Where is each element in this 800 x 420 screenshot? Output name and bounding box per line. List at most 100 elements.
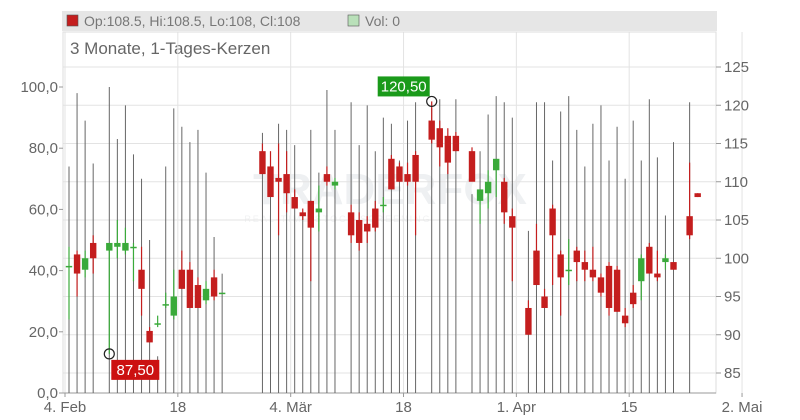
candle-body-down	[509, 216, 516, 228]
candle-body-down	[275, 177, 282, 182]
date-tick-label: 18	[169, 399, 186, 416]
candle-body-up	[218, 292, 226, 295]
candle-body-down	[533, 250, 540, 286]
price-tick-label: 105	[724, 212, 749, 229]
candle-body-down	[549, 208, 556, 236]
candle-body-up	[106, 242, 113, 251]
candle-body-down	[388, 158, 395, 190]
candle-body-down	[646, 246, 653, 274]
candle-body-up	[122, 242, 129, 251]
candle-body-down	[686, 216, 693, 236]
volume-tick-label: 40,0	[29, 263, 58, 280]
candle-body-down	[605, 265, 613, 308]
date-tick-label: 4. Feb	[44, 399, 87, 416]
low-label: 87,50	[117, 362, 155, 379]
candle-body-up	[81, 258, 89, 270]
candle-body-down	[89, 242, 97, 259]
price-tick-label: 115	[724, 136, 748, 153]
annotations: 120,50 87,50	[103, 76, 438, 380]
candle-body-up	[65, 265, 73, 268]
candle-body-down	[589, 269, 597, 278]
candle-body-up	[170, 296, 177, 316]
candle-body-up	[492, 158, 500, 171]
candle-body-up	[484, 181, 492, 194]
candle-body-up	[162, 304, 169, 306]
candle-body-down	[654, 273, 661, 278]
candle-body-down	[372, 208, 379, 228]
candle-body-down	[613, 269, 621, 312]
low-marker	[103, 348, 115, 360]
price-tick-label: 85	[724, 365, 741, 382]
candle-body-down	[541, 296, 548, 308]
candle-body-down	[412, 154, 419, 182]
candle-body-down	[694, 193, 701, 198]
candle-body-down	[573, 250, 580, 263]
candle-body-down	[307, 200, 314, 228]
candle-body-down	[291, 197, 298, 209]
candle-body-up	[476, 189, 484, 201]
volume-tick-label: 100,0	[20, 79, 58, 96]
candle-body-down	[347, 212, 355, 236]
candle-body-down	[428, 120, 435, 140]
legend-bar	[62, 11, 717, 31]
volume-tick-label: 20,0	[29, 324, 58, 341]
candle-body-down	[630, 292, 637, 305]
candle-body-down	[501, 181, 508, 213]
candle-body-up	[202, 288, 210, 301]
candle-body-down	[436, 128, 443, 148]
ohlc-legend-swatch	[66, 14, 79, 27]
date-tick-label: 15	[621, 399, 638, 416]
candle-body-down	[146, 330, 153, 343]
candle-body-down	[468, 151, 476, 182]
candle-body-up	[154, 323, 161, 325]
price-tick-label: 90	[724, 327, 741, 344]
candle-body-down	[194, 285, 202, 308]
price-tick-label: 100	[724, 250, 749, 267]
volume-tick-label: 60,0	[29, 201, 58, 218]
price-tick-label: 125	[724, 59, 749, 76]
high-label: 120,50	[381, 78, 427, 95]
candles	[65, 101, 701, 354]
candle-body-up	[114, 242, 121, 247]
candle-body-up	[130, 246, 137, 249]
candle-body-down	[259, 151, 266, 175]
candle-body-up	[331, 181, 339, 186]
axes: 85 90 95 100 105 110 115 120 125 0,0 20,0 40,0 60,0 8…	[20, 31, 763, 416]
candle-body-down	[178, 269, 186, 289]
date-tick-label: 2. Mai	[722, 399, 763, 416]
candle-body-down	[452, 135, 460, 152]
candle-body-down	[364, 223, 371, 232]
candle-body-down	[581, 262, 589, 270]
candle-body-down	[283, 174, 290, 194]
candle-body-down	[267, 166, 274, 198]
high-label-box	[377, 76, 430, 97]
candle-body-up	[565, 269, 572, 272]
candle-body-down	[621, 315, 629, 324]
price-tick-label: 120	[724, 97, 749, 114]
candle-body-down	[299, 212, 306, 217]
candle-body-down	[597, 277, 605, 293]
chart-title: 3 Monate, 1-Tages-Kerzen	[70, 39, 270, 58]
candle-body-down	[138, 269, 145, 289]
candle-body-down	[404, 174, 411, 182]
candle-body-down	[396, 166, 403, 182]
date-tick-label: 18	[395, 399, 412, 416]
candle-body-up	[380, 204, 387, 207]
candle-body-down	[210, 277, 218, 297]
candle-body-down	[525, 307, 532, 335]
date-tick-label: 1. Apr	[497, 399, 536, 416]
candle-body-down	[355, 220, 363, 243]
candle-body-down	[73, 254, 81, 274]
high-marker	[426, 95, 438, 108]
candle-body-down	[444, 135, 452, 163]
candle-body-down	[323, 174, 331, 182]
candle-body-up	[662, 258, 669, 263]
ohlc-legend-text: Op:108.5, Hi:108.5, Lo:108, Cl:108	[84, 13, 301, 29]
candle-body-down	[186, 269, 194, 308]
volume-legend-text: Vol: 0	[365, 13, 400, 29]
price-tick-label: 95	[724, 289, 741, 306]
price-tick-label: 110	[724, 174, 748, 191]
volume-tick-label: 80,0	[29, 140, 58, 157]
watermark-tagline: REAL-TIME STOCK SCREENING	[244, 214, 431, 224]
